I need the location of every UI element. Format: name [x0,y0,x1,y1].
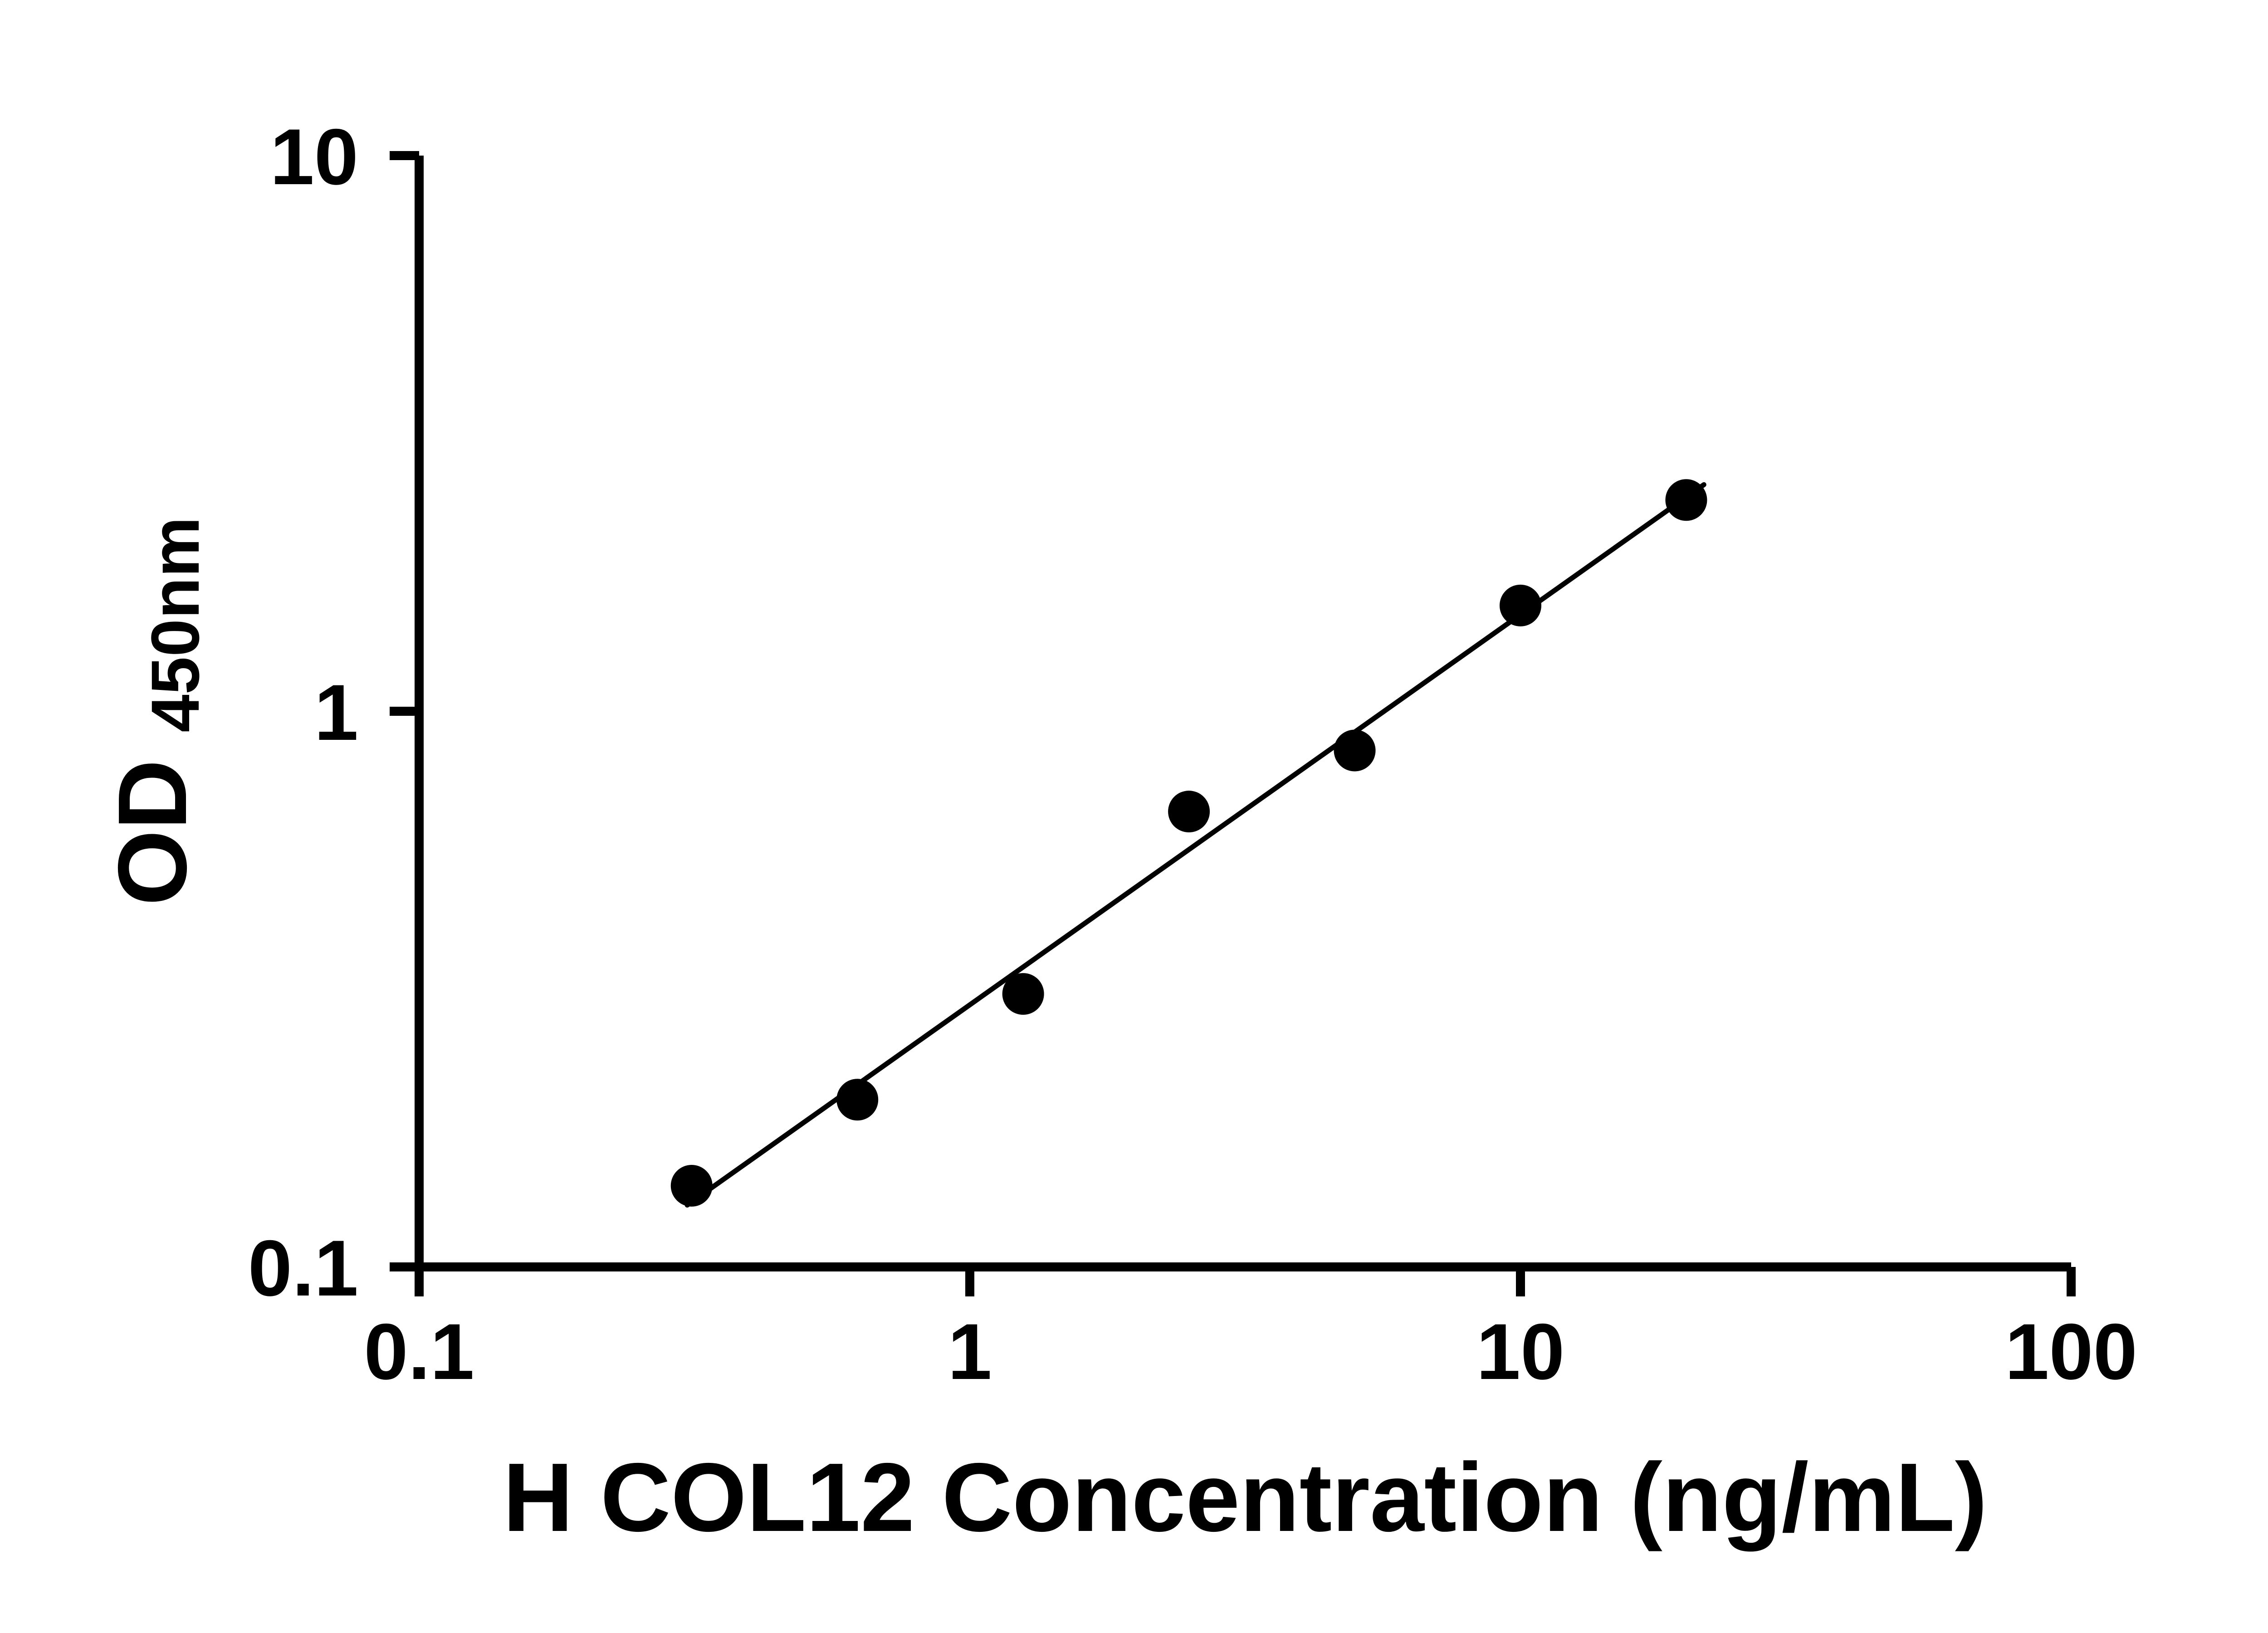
x-axis-title: H COL12 Concentration (ng/mL) [503,1442,1988,1552]
y-axis-title-subscript: 450nm [137,517,213,732]
x-tick-label: 0.1 [364,1308,474,1396]
x-tick-label: 100 [2005,1308,2137,1396]
y-axis-title-main: OD [98,759,207,906]
y-tick-label: 0.1 [248,1224,358,1313]
data-point [1500,584,1541,626]
y-axis-title: OD 450nm [98,517,213,906]
data-point [1168,791,1210,833]
x-tick-label: 10 [1476,1308,1565,1396]
axis-frame [415,156,2071,1271]
y-tick-label: 10 [270,113,358,201]
data-points-layer [670,479,1707,1207]
axes: 0.1 1 10 100 0.1 1 10 [248,113,2137,1396]
y-tick-label: 1 [314,669,358,757]
data-point [1002,973,1044,1015]
data-point [1665,479,1707,521]
data-point [670,1164,713,1207]
data-point [1334,729,1376,772]
data-point [836,1079,879,1121]
x-tick-label: 1 [948,1308,992,1396]
